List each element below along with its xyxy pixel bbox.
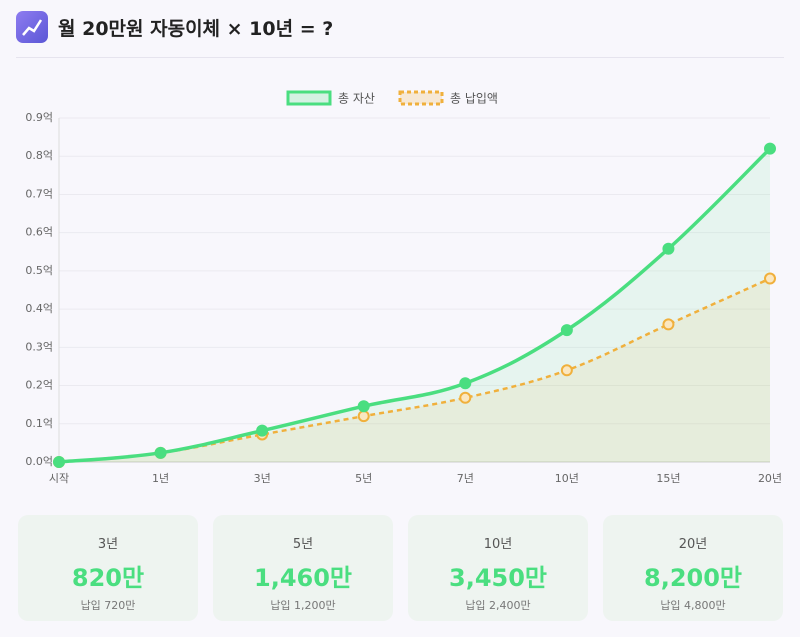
y-tick-label: 0.9억 <box>25 111 53 124</box>
title: 월 20만원 자동이체 × 10년 = ? <box>58 18 334 40</box>
x-tick-label: 시작 <box>49 472 69 485</box>
app-icon <box>16 11 48 43</box>
y-tick-label: 0.5억 <box>25 264 53 277</box>
x-tick-label: 15년 <box>656 472 680 485</box>
point <box>764 142 776 155</box>
legend-label: 총 자산 <box>338 92 375 106</box>
x-tick-label: 1년 <box>152 472 169 485</box>
y-tick-label: 0.6억 <box>25 226 53 239</box>
point <box>357 400 370 413</box>
card-period: 10년 <box>483 537 513 552</box>
card-total: 3,450만 <box>449 564 547 592</box>
point <box>154 446 167 459</box>
area <box>59 148 770 463</box>
card-paid: 납입 2,400만 <box>465 599 531 612</box>
card-period: 5년 <box>292 537 314 552</box>
x-tick-label: 7년 <box>457 472 474 485</box>
point <box>357 410 370 423</box>
y-tick-label: 0.8억 <box>25 149 53 162</box>
legend-swatch <box>398 90 444 106</box>
card-total: 8,200만 <box>644 564 742 592</box>
point <box>662 318 675 331</box>
card-total: 820만 <box>71 564 145 592</box>
card-paid: 납입 720만 <box>80 599 136 612</box>
x-tick-label: 3년 <box>254 472 271 485</box>
x-tick-label: 20년 <box>758 472 782 485</box>
y-tick-label: 0.7억 <box>25 187 53 200</box>
y-tick-label: 0.2억 <box>25 379 53 392</box>
y-tick-label: 0.1억 <box>25 417 53 430</box>
point <box>560 364 573 377</box>
card-paid: 납입 1,200만 <box>270 599 336 612</box>
y-tick-label: 0.3억 <box>25 340 53 353</box>
point <box>459 377 472 390</box>
y-tick-label: 0.0억 <box>25 455 53 468</box>
legend-label: 총 납입액 <box>450 92 498 106</box>
point <box>459 391 472 404</box>
point <box>53 456 65 468</box>
legend-swatch <box>286 90 332 106</box>
card-paid: 납입 4,800만 <box>660 599 726 612</box>
point <box>662 242 675 255</box>
x-tick-label: 10년 <box>555 472 579 485</box>
card-period: 20년 <box>678 537 708 552</box>
point <box>560 324 573 337</box>
line <box>58 147 772 464</box>
card-total: 1,460만 <box>254 564 352 592</box>
y-tick-label: 0.4억 <box>25 302 53 315</box>
x-tick-label: 5년 <box>355 472 372 485</box>
chart: 0.0억 0.1억 0.2억 0.3억 0.4억 0.5억 0.6억 0.7억 0.8억 0.9억… <box>25 90 782 485</box>
area <box>59 278 770 462</box>
card-period: 3년 <box>97 537 119 552</box>
separator <box>16 57 784 58</box>
point <box>256 424 269 437</box>
line <box>58 277 771 464</box>
point <box>764 272 776 285</box>
